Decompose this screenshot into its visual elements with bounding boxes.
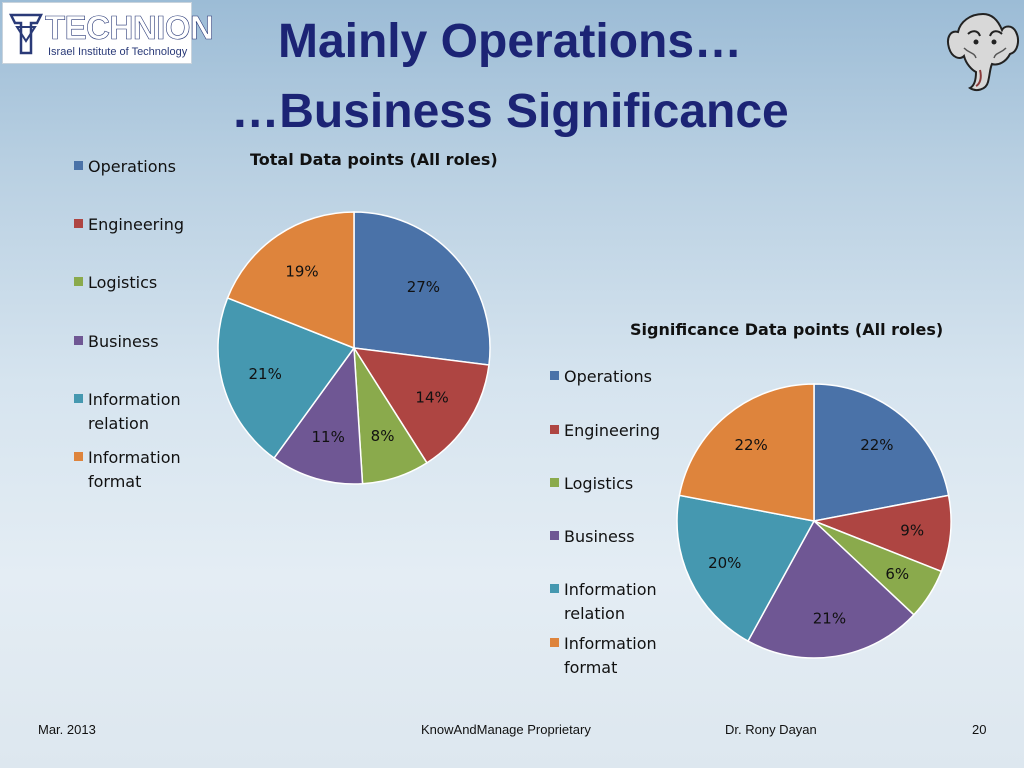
legend-label: Information relation [88,390,181,433]
legend-label: Logistics [564,474,634,493]
legend-swatch [550,584,559,593]
pie-data-label: 11% [312,428,345,446]
pie-data-label: 19% [285,263,318,281]
slide-title-line2: …Business Significance [231,85,789,138]
legend-label: Operations [88,157,176,176]
footer-company: KnowAndManage Proprietary [421,722,591,737]
legend-swatch [550,371,559,380]
legend-swatch [74,394,83,403]
legend-item: Information relation [74,388,198,436]
legend-swatch [74,452,83,461]
pie-data-label: 21% [249,365,282,383]
legend-item: Information relation [550,578,674,626]
legend-item: Business [74,330,198,354]
legend-item: Logistics [550,472,674,496]
legend-item: Information format [550,632,674,680]
legend-item: Logistics [74,271,198,295]
pie-slice-business [746,519,915,659]
pie-data-label: 20% [708,554,741,572]
pie-data-label: 8% [371,427,395,445]
technion-logo: TECHNION Israel Institute of Technology [2,2,214,64]
pie-data-label: 22% [860,436,893,454]
pie-data-label: 21% [813,609,846,627]
slide-title-line1: Mainly Operations… [277,15,743,68]
legend-swatch [550,478,559,487]
footer-date: Mar. 2013 [38,722,96,737]
legend-item: Business [550,525,674,549]
legend-item: Operations [74,155,198,179]
legend-item: Engineering [550,419,674,443]
pie-slice-operations [813,383,950,522]
elephant-logo-icon [947,12,1019,91]
legend-label: Engineering [564,421,660,440]
legend-swatch [74,219,83,228]
legend-swatch [74,277,83,286]
legend-swatch [74,161,83,170]
chart2-title: Significance Data points (All roles) [630,320,944,339]
legend-label: Business [88,332,159,351]
logo-subtitle: Israel Institute of Technology [48,46,188,58]
legend-swatch [550,638,559,647]
logo-name: TECHNION [45,9,214,46]
legend-swatch [550,425,559,434]
legend-swatch [550,531,559,540]
pie-data-label: 6% [885,565,909,583]
pie-slice-information-relation [217,296,356,460]
legend-item: Operations [550,365,674,389]
technion-emblem-icon [9,13,43,55]
footer-page-number: 20 [972,722,987,737]
pie-slice-information-relation [676,494,816,643]
legend-label: Engineering [88,215,184,234]
legend-label: Operations [564,367,652,386]
legend-label: Information format [88,448,181,491]
pie-slice-business [273,345,364,485]
chart1-title: Total Data points (All roles) [250,150,498,169]
pie-data-label: 27% [407,278,440,296]
pie-data-label: 9% [900,521,924,539]
pie-data-label: 22% [734,436,767,454]
legend-item: Information format [74,446,198,494]
footer-author: Dr. Rony Dayan [725,722,817,737]
pie-slice-engineering [352,347,490,464]
legend-swatch [74,336,83,345]
pie-data-label: 14% [415,389,448,407]
legend-label: Business [564,527,635,546]
legend-label: Logistics [88,273,158,292]
legend-label: Information relation [564,580,657,623]
pie-slice-information-format [226,211,355,350]
legend-item: Engineering [74,213,198,237]
legend-label: Information format [564,634,657,677]
pie-slice-operations [353,211,491,366]
pie-slice-information-format [678,383,815,522]
